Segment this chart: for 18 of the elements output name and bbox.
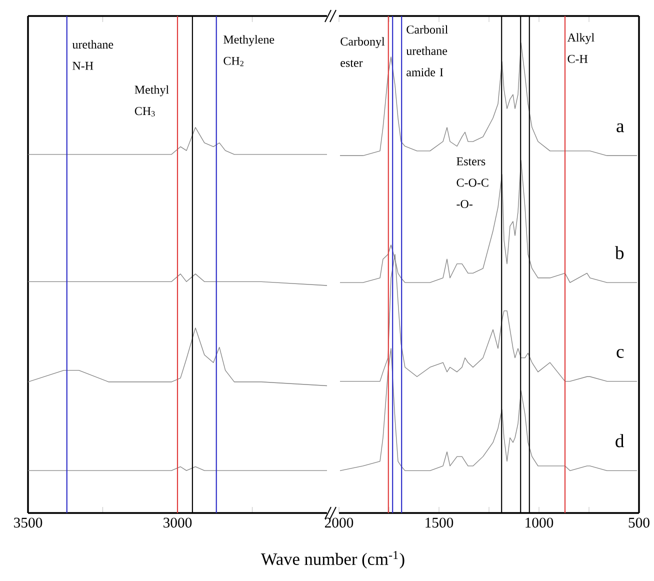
x-tick-label: 1500 bbox=[426, 518, 454, 528]
x-tick-label: 3000 bbox=[164, 518, 192, 528]
annotation: Carbonyl ester bbox=[340, 37, 385, 67]
text: Methyl CH$_{3}$ bbox=[134, 85, 169, 116]
series-label: a bbox=[616, 123, 624, 132]
series-label: b bbox=[614, 246, 624, 260]
text: urethane N-H bbox=[72, 40, 114, 70]
x-tick-label: 3500 bbox=[14, 518, 42, 528]
series-label: c bbox=[616, 348, 624, 358]
annotation: Alkyl C-H bbox=[567, 33, 594, 63]
x-tick-label: 2000 bbox=[324, 518, 354, 528]
annotation: Esters C-O-C -O- bbox=[456, 157, 488, 208]
annotation: Carbonil urethane amide I bbox=[406, 25, 448, 76]
x-tick-label: 1000 bbox=[526, 518, 554, 528]
series-label: d bbox=[616, 434, 624, 448]
text: Methylene CH$_{2}$ bbox=[224, 35, 274, 66]
x-tick-label: 500 bbox=[628, 518, 650, 528]
x-axis-title: Wave number (cm$^{-1}$) bbox=[260, 551, 404, 569]
